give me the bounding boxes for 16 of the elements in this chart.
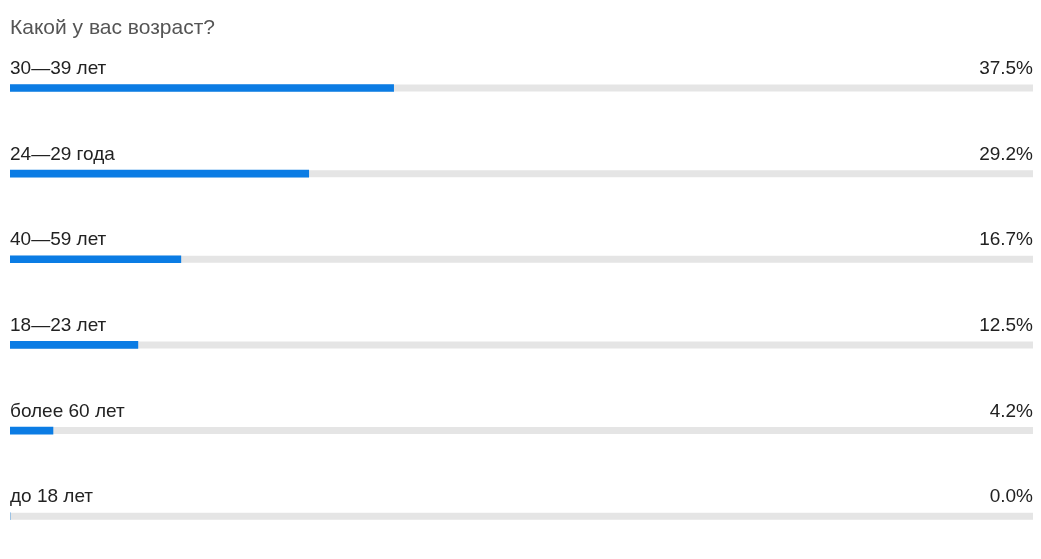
- y-tick-label: более 60 лет: [10, 399, 125, 421]
- data-label: 29.2%: [979, 142, 1034, 164]
- data-label: 37.5%: [979, 57, 1034, 79]
- data-label: 16.7%: [979, 228, 1034, 250]
- y-tick-label: до 18 лет: [10, 485, 94, 507]
- data-label: 4.2%: [989, 399, 1034, 421]
- data-label: 12.5%: [979, 313, 1034, 335]
- chart-title: Какой у вас возраст?: [10, 15, 215, 39]
- y-tick-label: 40—59 лет: [10, 228, 107, 250]
- y-tick-label: 24—29 года: [10, 142, 116, 164]
- bar: [10, 341, 139, 349]
- y-tick-label: 30—39 лет: [10, 57, 107, 79]
- bar: [10, 426, 54, 435]
- bar: [10, 255, 182, 264]
- y-tick-label: 18—23 лет: [10, 313, 107, 335]
- data-label: 0.0%: [989, 485, 1034, 507]
